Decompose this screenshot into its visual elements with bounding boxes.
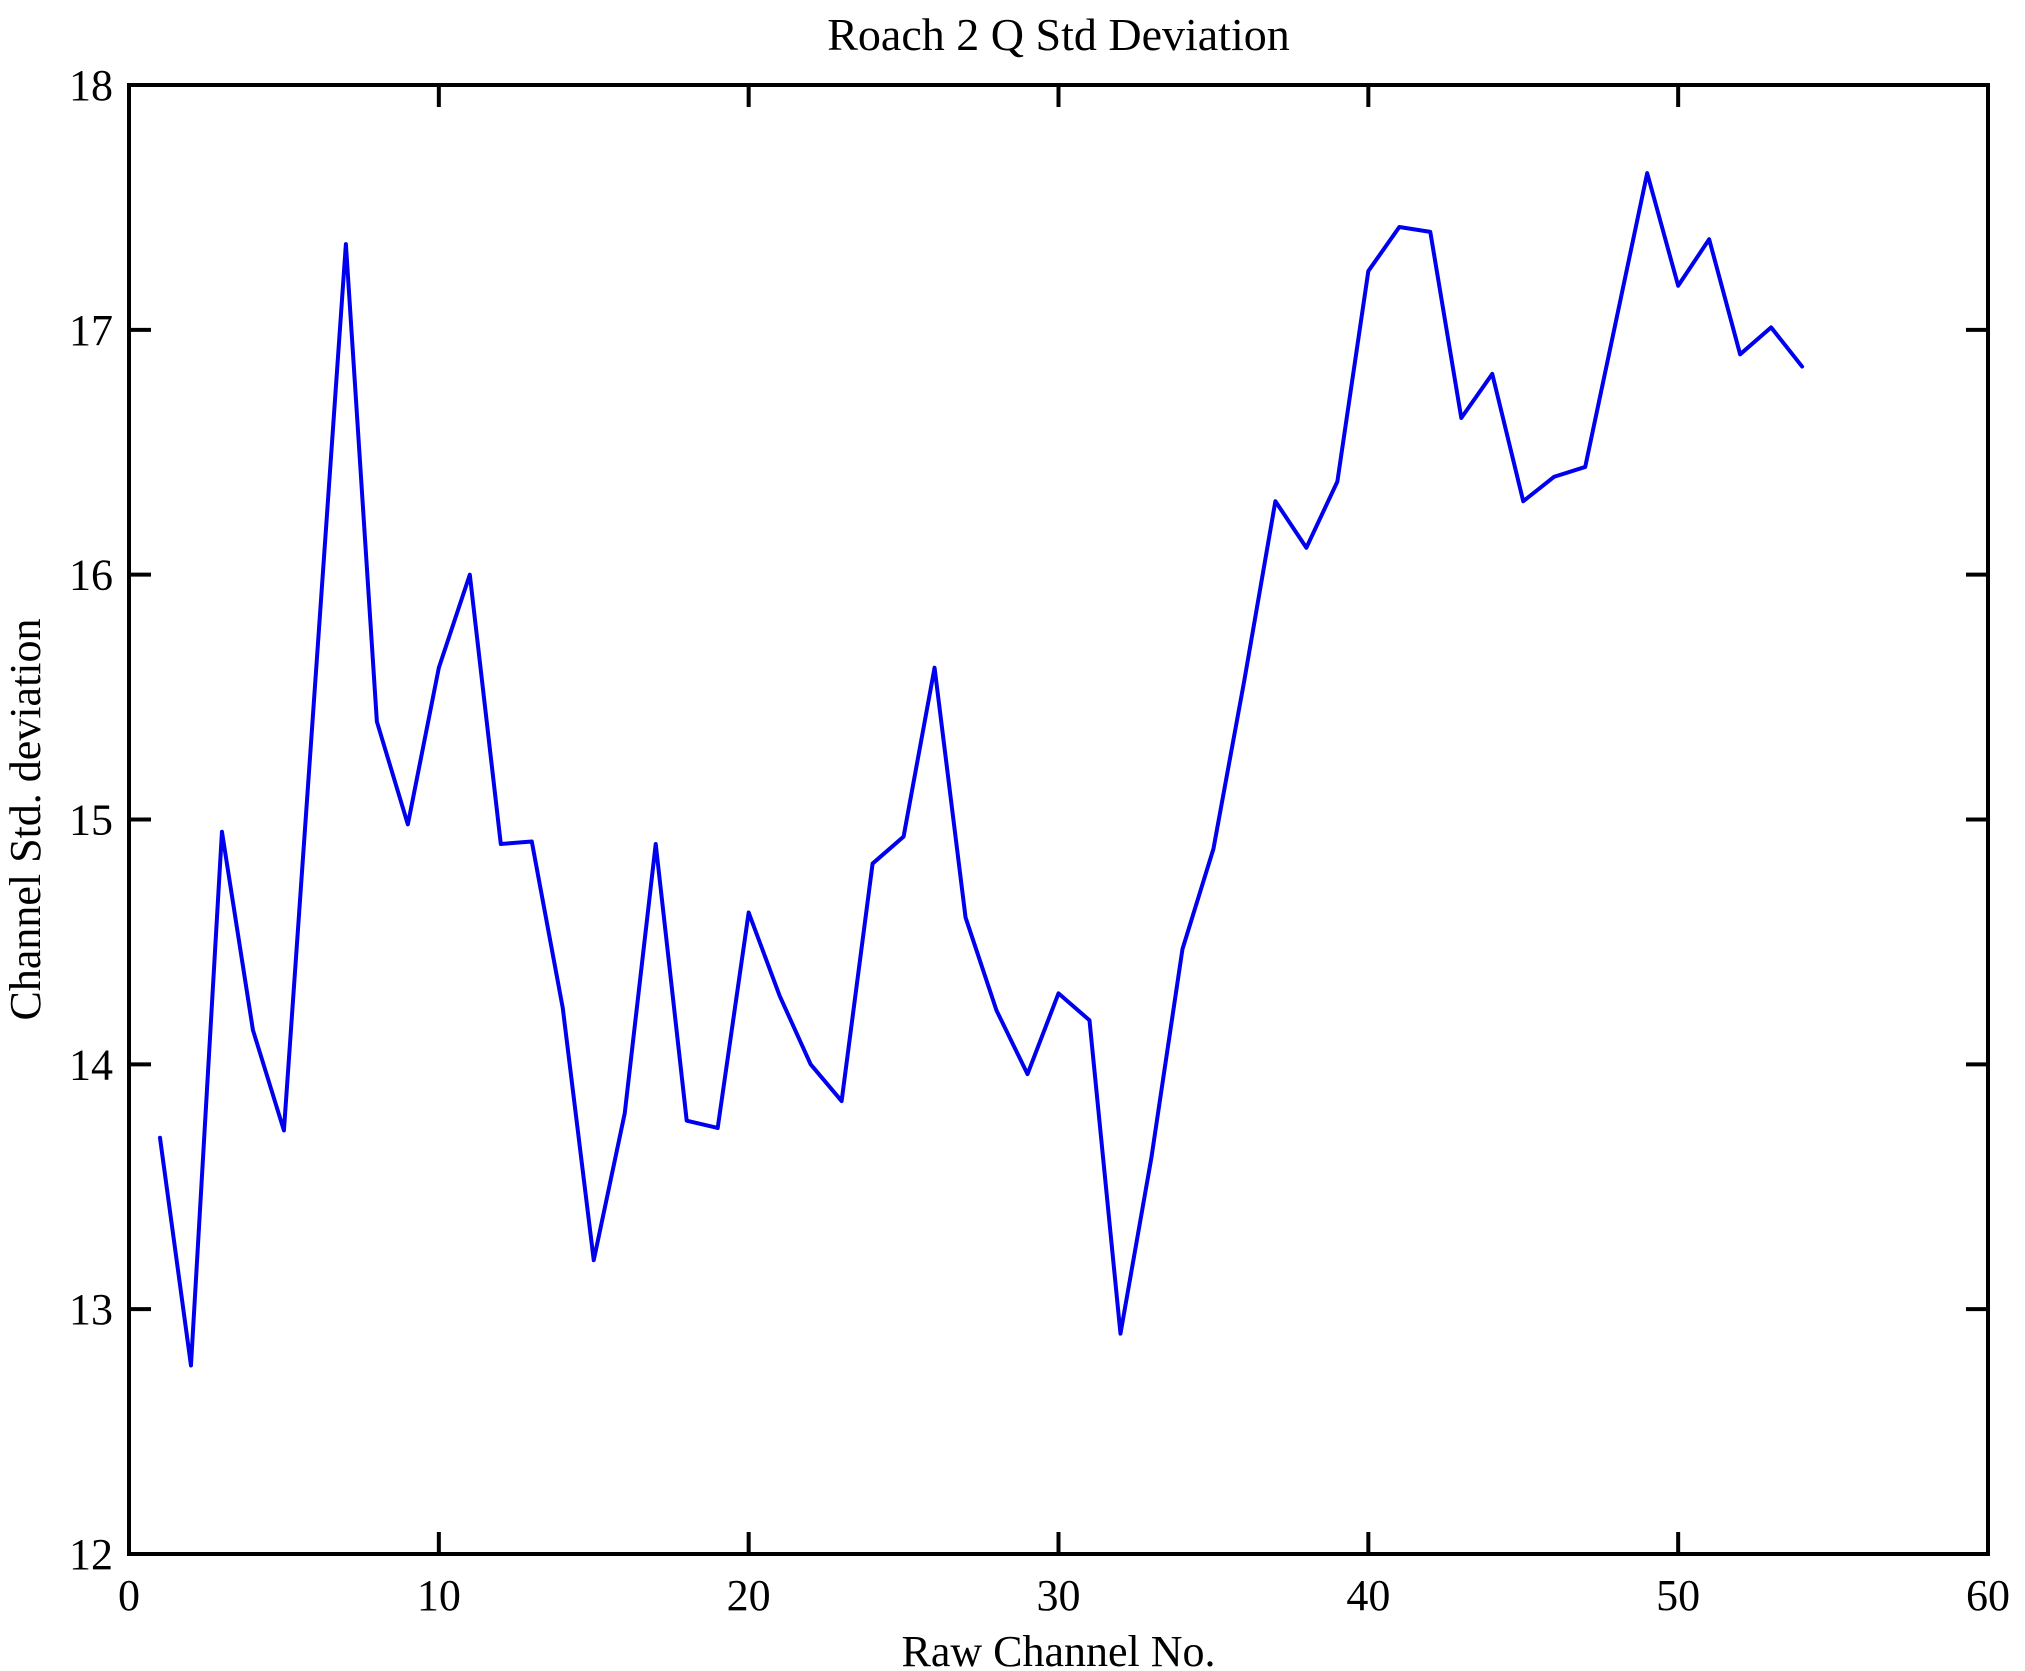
data-line bbox=[157, 171, 1805, 1368]
y-axis-label: Channel Std. deviation bbox=[1, 618, 50, 1020]
y-tick-label: 16 bbox=[69, 551, 113, 600]
y-tick-label: 12 bbox=[69, 1530, 113, 1579]
x-tick-label: 20 bbox=[727, 1571, 771, 1620]
x-tick-label: 50 bbox=[1656, 1571, 1700, 1620]
x-tick-label: 30 bbox=[1037, 1571, 1081, 1620]
x-axis-label: Raw Channel No. bbox=[901, 1627, 1215, 1671]
x-tick-label: 60 bbox=[1966, 1571, 2010, 1620]
axis-tick-labels: 0 10 20 30 40 50 60 12 13 14 15 16 17 18 bbox=[69, 61, 2010, 1620]
y-tick-label: 17 bbox=[69, 306, 113, 355]
y-tick-label: 18 bbox=[69, 61, 113, 110]
x-tick-label: 40 bbox=[1346, 1571, 1390, 1620]
y-tick-label: 14 bbox=[69, 1040, 113, 1089]
y-tick-label: 15 bbox=[69, 796, 113, 845]
chart-title: Roach 2 Q Std Deviation bbox=[827, 9, 1290, 60]
x-tick-label: 10 bbox=[417, 1571, 461, 1620]
axis-ticks bbox=[127, 83, 1990, 1556]
x-tick-label: 0 bbox=[118, 1571, 140, 1620]
y-tick-label: 13 bbox=[69, 1285, 113, 1334]
